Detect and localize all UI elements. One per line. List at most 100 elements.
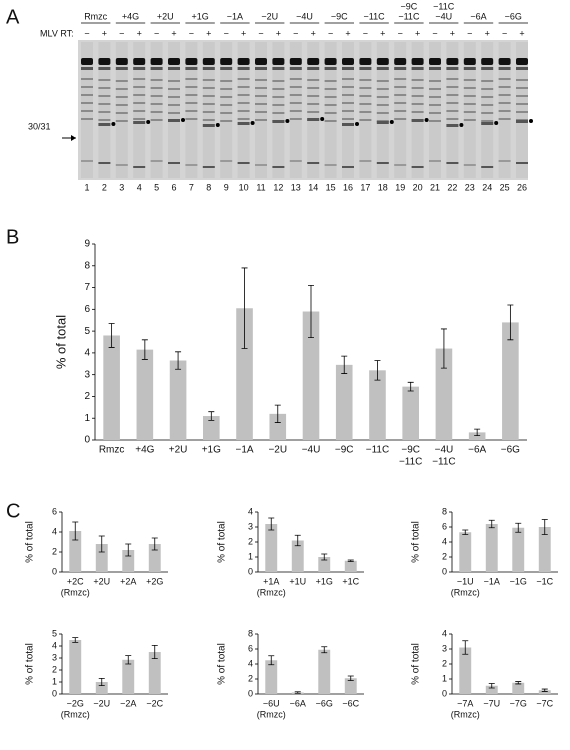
- gel-band: [150, 95, 163, 97]
- rt-sign: +: [241, 28, 246, 38]
- error-bar: [141, 339, 148, 360]
- y-tick-label: 4: [442, 628, 447, 638]
- gel-band: [394, 118, 407, 120]
- error-bar: [268, 655, 275, 666]
- gel-band: [98, 79, 111, 81]
- gel-band: [429, 104, 441, 106]
- gel-band: [185, 102, 198, 104]
- gel-band: [324, 67, 337, 70]
- bar: [485, 685, 498, 694]
- error-bar: [98, 535, 105, 553]
- gel-band: [359, 58, 372, 65]
- x-tick-label: +1G: [202, 445, 221, 456]
- gel-band: [98, 162, 111, 164]
- gel-dot: [529, 119, 533, 123]
- gel-band: [150, 79, 163, 81]
- x-tick-label: (Rmzc): [451, 709, 480, 719]
- y-tick-label: 5: [84, 326, 90, 337]
- rt-sign: +: [415, 28, 420, 38]
- y-axis-label: % of total: [217, 521, 228, 563]
- y-axis-label: % of total: [25, 643, 36, 685]
- gel-band: [133, 166, 146, 168]
- gel-band: [429, 112, 441, 114]
- gel-band: [429, 96, 441, 98]
- gel-band: [359, 111, 372, 113]
- x-tick-label: −4U: [435, 445, 454, 456]
- x-tick-label: −6U: [263, 698, 280, 708]
- gel-dot: [215, 123, 220, 127]
- bar: [265, 660, 278, 694]
- bar: [302, 311, 320, 440]
- rt-sign: +: [102, 28, 107, 38]
- rt-sign: +: [206, 28, 211, 38]
- error-bar: [374, 360, 381, 381]
- rt-sign: +: [137, 28, 142, 38]
- x-tick-label: −1A: [484, 576, 500, 586]
- lane-number: 11: [256, 182, 265, 192]
- gel-band: [394, 67, 407, 70]
- x-tick-label: (Rmzc): [257, 587, 286, 597]
- x-tick-label: −7C: [536, 698, 553, 708]
- gel-band: [307, 103, 320, 105]
- error-bar: [488, 519, 495, 529]
- gel-band: [289, 94, 302, 96]
- gel-lane: [115, 42, 128, 178]
- bar: [344, 560, 357, 572]
- gel: [78, 40, 528, 180]
- gel-band: [359, 79, 372, 81]
- y-tick-label: 6: [52, 506, 57, 516]
- gel-dot: [320, 117, 325, 121]
- gel-band: [394, 86, 407, 88]
- gel-band: [411, 67, 424, 70]
- y-axis-label: % of total: [411, 643, 422, 685]
- y-tick-label: 3: [442, 643, 447, 653]
- gel-band: [359, 103, 372, 105]
- gel-band: [237, 86, 250, 88]
- gel-band: [342, 166, 354, 168]
- gel-band: [202, 103, 215, 105]
- y-tick-label: 2: [442, 551, 447, 561]
- gel-band: [81, 86, 93, 88]
- lane-number: 1: [84, 182, 89, 192]
- error-bar: [321, 553, 328, 561]
- gel-band: [376, 121, 389, 124]
- gel-band: [307, 95, 320, 97]
- x-tick-label: (Rmzc): [451, 587, 480, 597]
- lane-number: 13: [291, 182, 301, 192]
- gel-lane: [255, 42, 267, 178]
- gel-band: [376, 88, 389, 90]
- lane-number: 19: [395, 182, 405, 192]
- gel-dot: [250, 121, 255, 125]
- gel-band: [481, 88, 494, 90]
- error-bar: [125, 543, 132, 557]
- gel-band: [185, 94, 198, 96]
- gel-band: [168, 112, 180, 114]
- rt-sign: −: [189, 28, 194, 38]
- gel-lane: [376, 42, 389, 178]
- gel-band: [237, 122, 250, 125]
- gel-band: [498, 118, 511, 120]
- gel-band: [202, 124, 215, 127]
- gel-band: [342, 78, 354, 80]
- gel-band: [220, 104, 233, 106]
- y-tick-label: 2: [84, 391, 90, 402]
- panel-label: A: [6, 6, 20, 28]
- gel-band: [411, 166, 424, 168]
- lane-number: 12: [273, 182, 283, 192]
- gel-band: [324, 104, 337, 106]
- error-bar: [175, 351, 182, 370]
- marker-arrowhead: [71, 135, 76, 141]
- rt-sign: −: [84, 28, 89, 38]
- gel-band: [133, 121, 146, 124]
- gel-band: [429, 88, 441, 90]
- error-bar: [151, 537, 158, 551]
- gel-band: [516, 103, 528, 105]
- gel-band: [115, 80, 128, 82]
- y-axis-label: % of total: [217, 643, 228, 685]
- x-tick-label: −2A: [120, 698, 136, 708]
- gel-band: [324, 96, 337, 98]
- gel-band: [255, 67, 267, 70]
- error-bar: [462, 640, 469, 655]
- gel-band: [255, 111, 267, 113]
- gel-band: [220, 80, 233, 82]
